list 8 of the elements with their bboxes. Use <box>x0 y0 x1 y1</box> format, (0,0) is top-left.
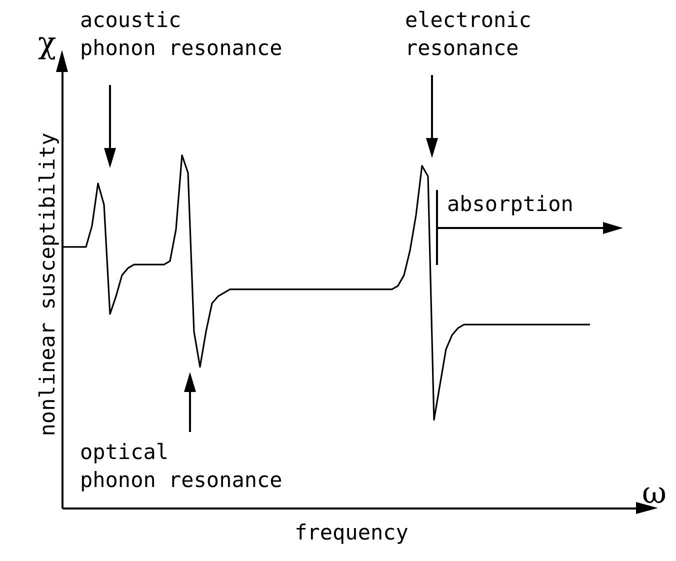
text: ω <box>642 476 666 511</box>
text: acoustic phonon resonance <box>80 7 282 62</box>
x-axis-title: frequency <box>294 520 408 544</box>
y-axis-title: nonlinear susceptibility <box>36 132 60 436</box>
text: χ <box>38 26 56 61</box>
text: electronic resonance <box>405 7 532 62</box>
annotation: absorption <box>447 191 574 218</box>
annotation: optical phonon resonance <box>80 439 282 494</box>
